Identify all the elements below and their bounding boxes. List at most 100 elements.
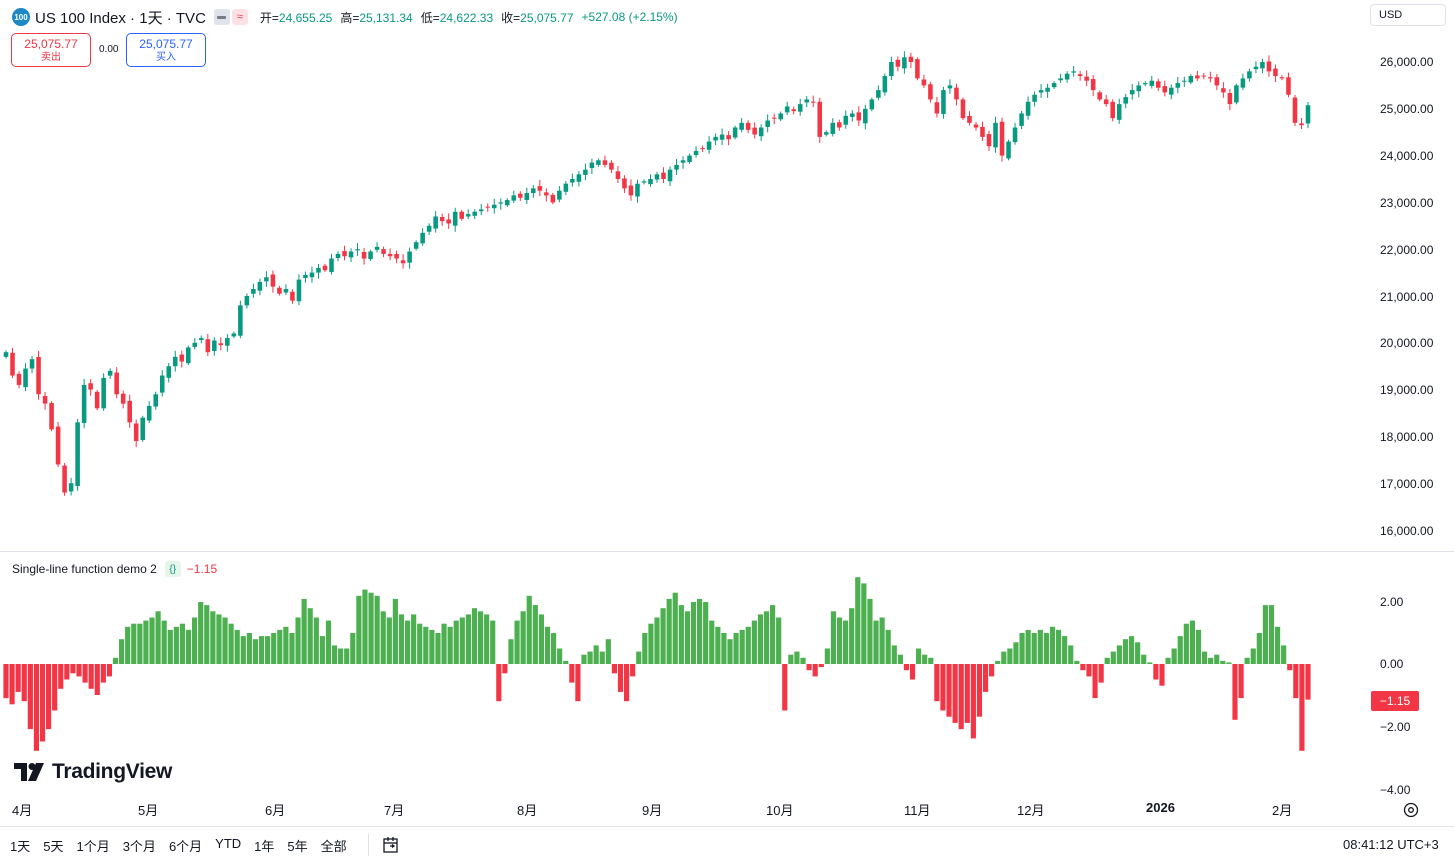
candle-body xyxy=(973,124,979,128)
range-button[interactable]: 1年 xyxy=(254,839,275,854)
goto-date-icon[interactable] xyxy=(381,835,401,855)
histogram-bar xyxy=(423,626,429,664)
candle-body xyxy=(374,246,380,250)
pane-separator[interactable] xyxy=(0,551,1454,552)
candle-body xyxy=(752,127,757,135)
toolbar-divider xyxy=(368,834,369,856)
range-button[interactable]: 5天 xyxy=(43,839,64,854)
source-code-icon[interactable]: {} xyxy=(164,561,181,577)
candle-body xyxy=(1299,123,1304,126)
indicator-axis-label: 0.00 xyxy=(1380,657,1404,671)
histogram-bar xyxy=(520,611,526,664)
histogram-bar xyxy=(1214,654,1220,664)
histogram-bar xyxy=(143,620,149,664)
symbol-header: 100 US 100 Index · 1天 · TVC ≈ 开=24,655.2… xyxy=(12,6,678,28)
candle-body xyxy=(251,288,256,294)
indicator-histogram[interactable] xyxy=(0,552,1454,796)
settings-gear-icon[interactable] xyxy=(1402,801,1420,819)
candle-body xyxy=(335,253,341,258)
candle-body xyxy=(674,164,679,170)
time-axis-label: 2026 xyxy=(1146,800,1175,815)
histogram-bar xyxy=(563,660,569,664)
histogram-bar xyxy=(982,664,989,692)
range-button[interactable]: 1个月 xyxy=(76,839,110,854)
candle-body xyxy=(257,281,263,291)
candle-body xyxy=(771,117,777,119)
candle-body xyxy=(1240,78,1246,88)
candle-body xyxy=(244,296,250,306)
currency-select[interactable]: USD xyxy=(1370,4,1446,26)
candle-body xyxy=(1123,97,1128,104)
histogram-bar xyxy=(508,639,514,664)
range-button[interactable]: YTD xyxy=(215,836,242,851)
candle-body xyxy=(993,122,998,148)
histogram-bar xyxy=(727,639,733,664)
histogram-bar xyxy=(46,664,52,730)
symbol-title[interactable]: US 100 Index · 1天 · TVC xyxy=(35,9,206,27)
candle-body xyxy=(1305,105,1311,124)
candle-body xyxy=(1012,127,1018,143)
candle-body xyxy=(1247,71,1252,79)
candle-body xyxy=(146,405,152,421)
candle-body xyxy=(641,181,647,183)
candle-body xyxy=(745,122,751,130)
tradingview-logo[interactable]: TradingView xyxy=(14,760,172,784)
histogram-bar xyxy=(745,626,751,664)
approx-icon[interactable]: ≈ xyxy=(231,9,248,25)
tradingview-logo-text: TradingView xyxy=(52,760,173,783)
histogram-bar xyxy=(58,664,64,689)
time-axis-label: 9月 xyxy=(642,803,663,818)
histogram-bar xyxy=(1019,633,1025,664)
histogram-bar xyxy=(3,664,9,699)
histogram-bar xyxy=(909,664,916,680)
candle-body xyxy=(426,225,432,232)
histogram-bar xyxy=(173,626,179,664)
range-button[interactable]: 3个月 xyxy=(122,839,156,854)
histogram-bar xyxy=(198,602,204,664)
histogram-bar xyxy=(1086,664,1092,677)
histogram-bar xyxy=(1013,642,1019,664)
histogram-bar xyxy=(824,648,830,664)
histogram-bar xyxy=(1049,626,1056,664)
candle-body xyxy=(465,214,471,217)
sell-button[interactable]: 25,075.77 卖出 xyxy=(11,33,91,67)
histogram-bar xyxy=(709,620,715,664)
histogram-bar xyxy=(1037,629,1043,664)
range-button[interactable]: 6个月 xyxy=(168,839,203,854)
candle-body xyxy=(452,211,458,226)
histogram-bar xyxy=(642,633,648,664)
histogram-bar xyxy=(1165,657,1171,664)
range-button[interactable]: 1天 xyxy=(10,839,31,854)
candle-body xyxy=(23,368,28,388)
candle-body xyxy=(114,372,119,395)
histogram-bar xyxy=(587,651,593,664)
histogram-bar xyxy=(404,620,411,664)
candle-body xyxy=(980,126,985,137)
candle-body xyxy=(1201,75,1207,77)
histogram-bar xyxy=(660,608,666,664)
histogram-bar xyxy=(611,664,617,674)
histogram-bar xyxy=(861,583,867,664)
histogram-bar xyxy=(137,623,143,664)
utc-clock[interactable]: 08:41:12 UTC+3 xyxy=(1343,837,1439,852)
histogram-bar xyxy=(636,651,642,664)
candle-body xyxy=(628,185,634,196)
histogram-bar xyxy=(770,605,776,664)
histogram-bar xyxy=(350,633,356,664)
histogram-bar xyxy=(550,633,557,664)
range-button[interactable]: 全部 xyxy=(320,839,347,854)
histogram-bar xyxy=(976,664,983,717)
candlestick-chart[interactable] xyxy=(0,0,1454,551)
candle-body xyxy=(127,400,132,423)
histogram-bar xyxy=(386,617,392,664)
histogram-bar xyxy=(928,657,934,664)
buy-button[interactable]: 25,075.77 买入 xyxy=(126,33,206,67)
histogram-bar xyxy=(331,645,338,664)
indicator-title[interactable]: Single-line function demo 2 xyxy=(12,562,157,576)
range-button[interactable]: 5年 xyxy=(287,839,308,854)
minus-icon[interactable] xyxy=(213,9,230,25)
histogram-bar xyxy=(380,611,386,664)
candle-body xyxy=(1019,113,1024,126)
histogram-bar xyxy=(1171,648,1177,664)
